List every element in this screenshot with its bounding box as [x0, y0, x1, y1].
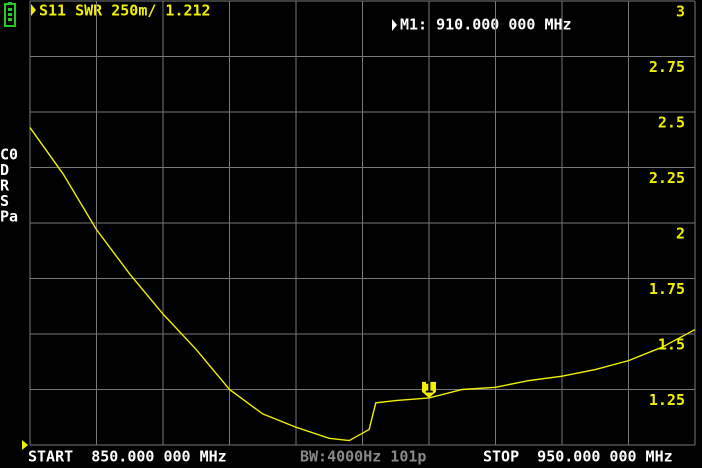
start-label: START 850.000 000 MHz — [28, 448, 227, 466]
side-label: C0 — [0, 146, 18, 164]
side-label: Pa — [0, 208, 18, 226]
trace-indicator — [31, 4, 36, 16]
reference-indicator — [22, 440, 28, 450]
marker — [422, 381, 436, 398]
side-label: S — [0, 192, 9, 210]
trace — [29, 127, 696, 442]
side-label: D — [0, 161, 9, 179]
marker-label: 1 — [424, 378, 433, 396]
bw-label: BW:4000Hz 101p — [300, 448, 426, 466]
y-tick-label: 1.5 — [658, 336, 685, 354]
marker-indicator — [392, 19, 397, 31]
y-tick-label: 2.25 — [649, 169, 685, 187]
battery-icon — [4, 2, 16, 27]
trace-title: S11 SWR 250m/ 1.212 — [39, 2, 211, 20]
y-tick-label: 2.5 — [658, 114, 685, 132]
stop-label: STOP 950.000 000 MHz — [483, 448, 673, 466]
marker-readout: M1: 910.000 000 MHz — [400, 16, 572, 34]
y-tick-label: 3 — [676, 3, 685, 21]
y-tick-label: 1.25 — [649, 391, 685, 409]
y-tick-label: 2 — [676, 225, 685, 243]
y-tick-label: 1.75 — [649, 280, 685, 298]
side-label: R — [0, 177, 10, 195]
y-tick-label: 2.75 — [649, 58, 685, 76]
